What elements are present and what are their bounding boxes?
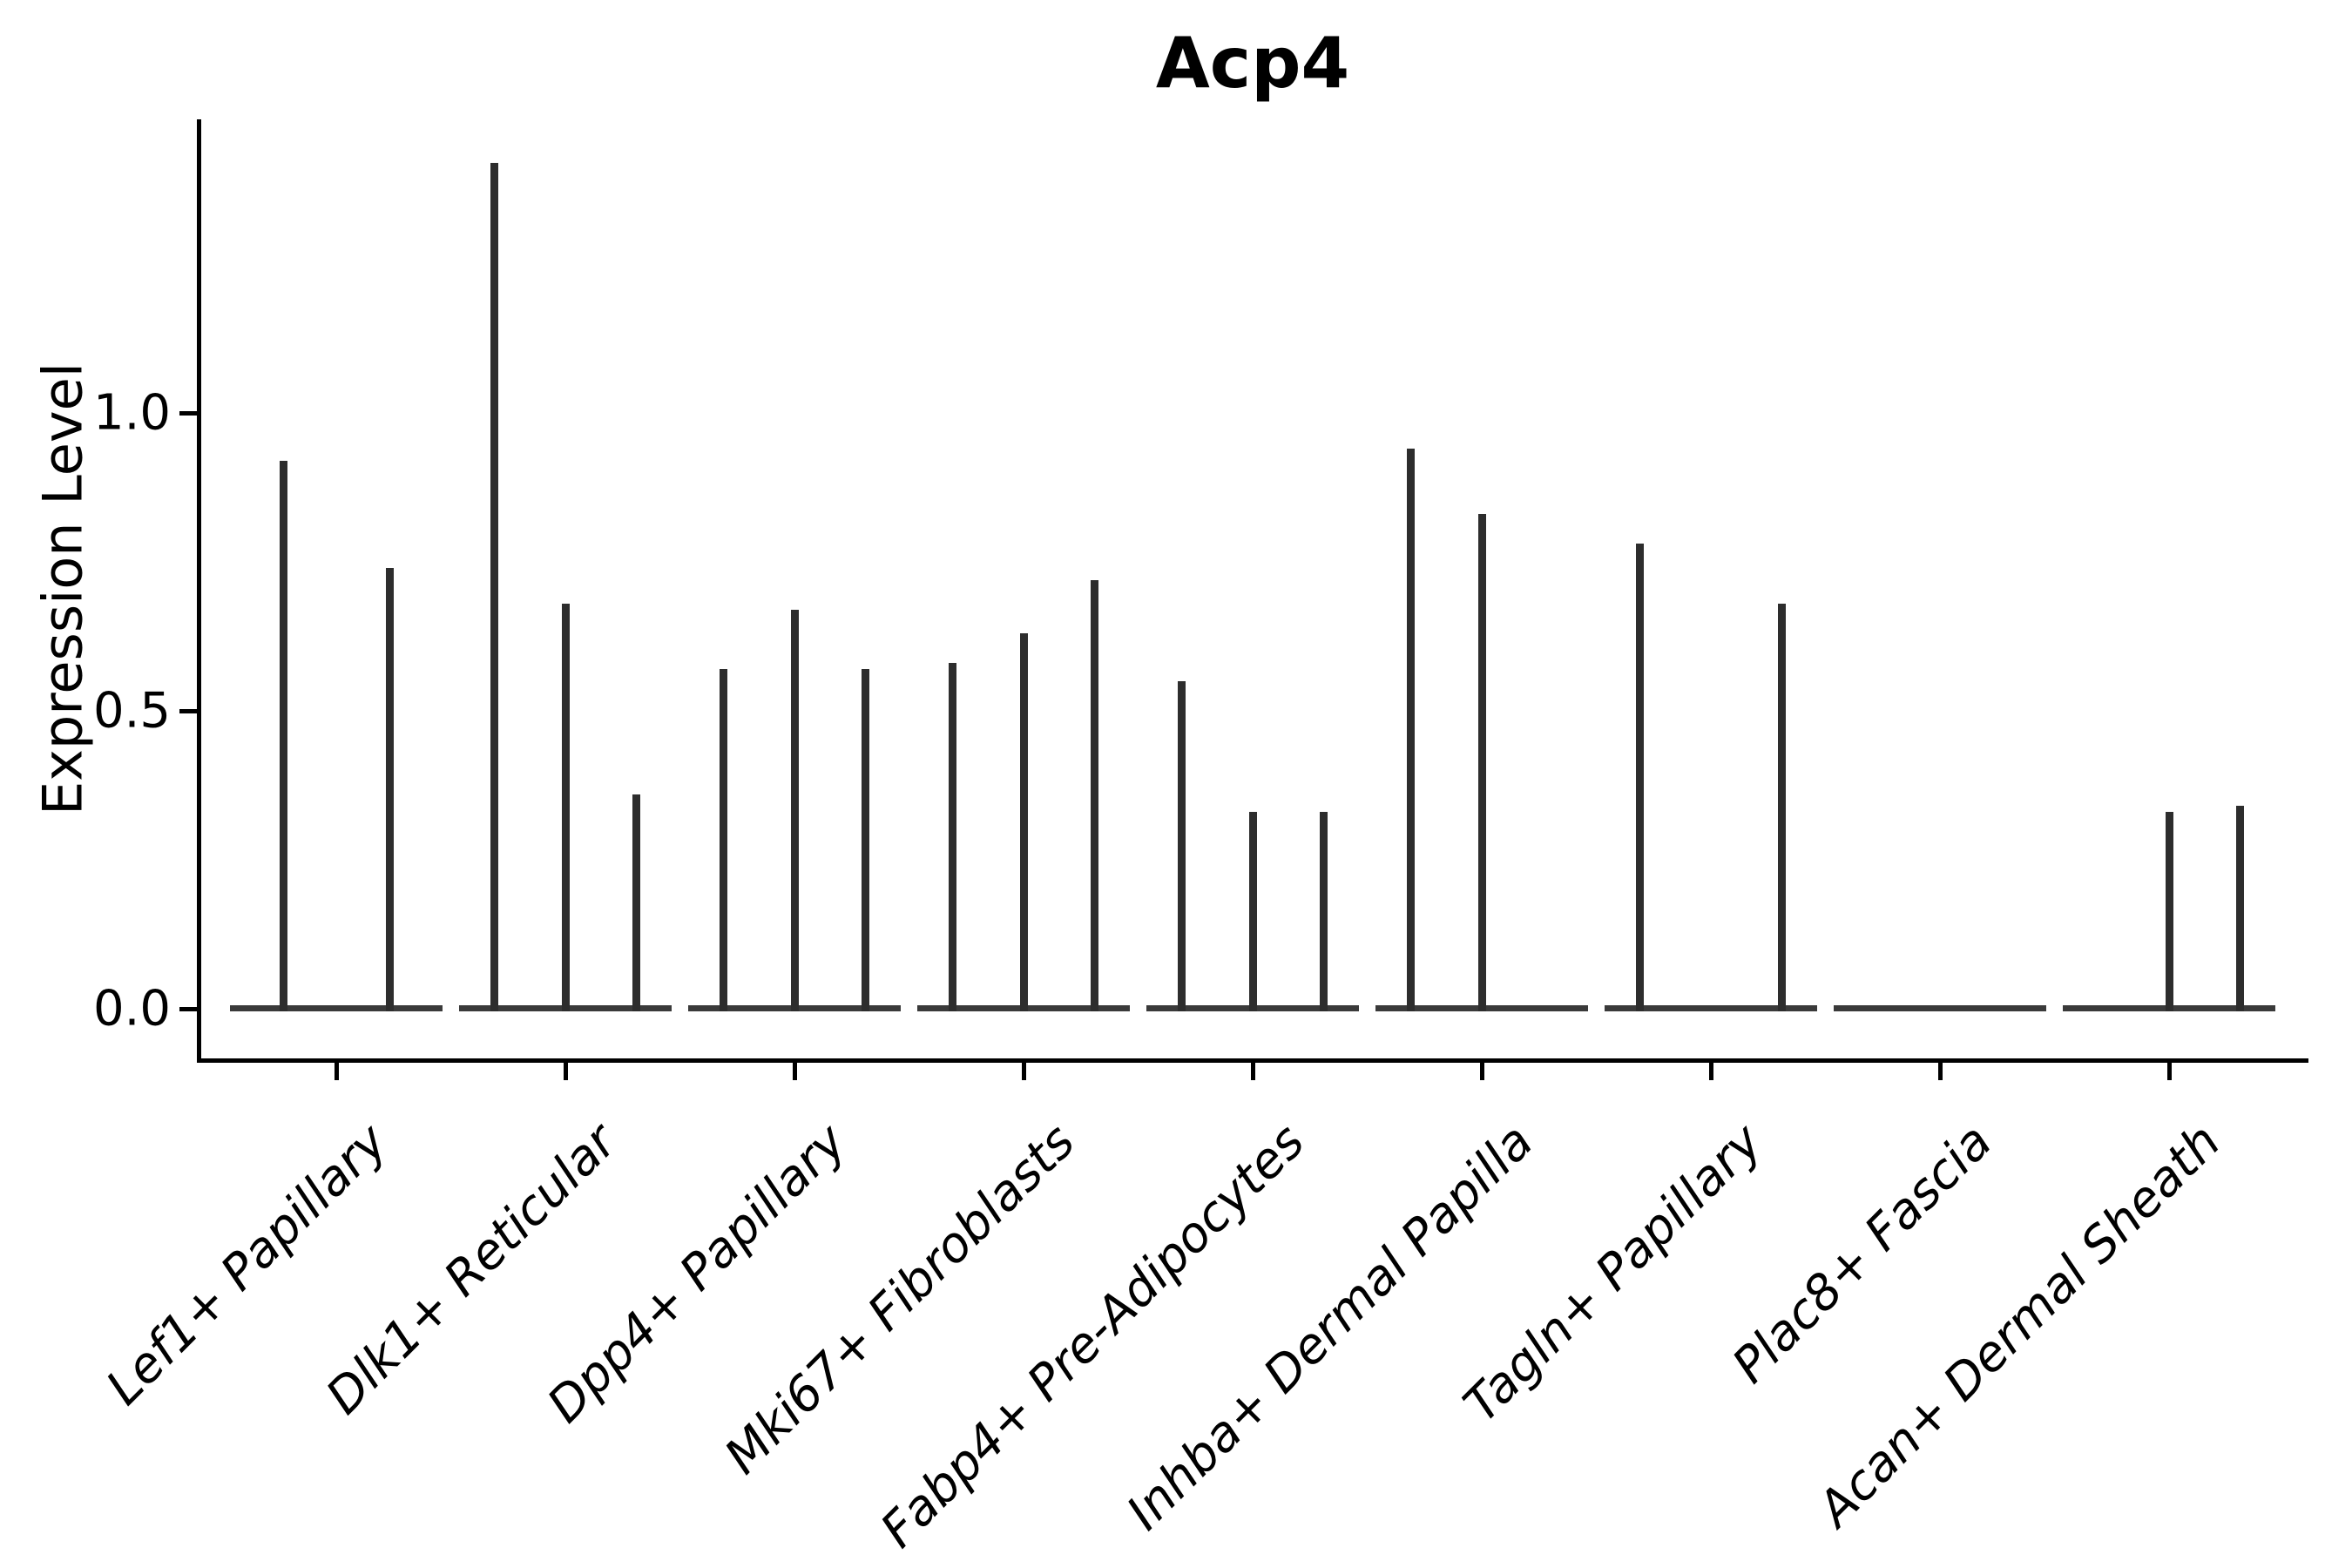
violin-spike [1248,812,1257,1011]
x-tick-mark [1251,1063,1255,1080]
violin-spike [720,669,728,1011]
y-tick-mark [179,411,197,416]
violin-spike [2235,806,2244,1011]
violin-spike [490,162,499,1011]
violin-spike [1777,603,1786,1011]
x-tick-mark [1480,1063,1484,1080]
violin-spike [279,460,287,1011]
x-tick-mark [793,1063,797,1080]
violin-spike [2165,812,2173,1011]
violin-spike [1636,544,1645,1011]
violin-spike [1019,633,1028,1011]
x-tick-mark [1709,1063,1713,1080]
x-tick-mark [335,1063,339,1080]
violin-baseline [230,1005,443,1011]
y-axis-label: Expression Level [30,362,95,815]
x-tick-label: Fabp4+ Pre-Adipocytes [869,1113,1315,1559]
plot-title: Acp4 [1155,23,1350,104]
violin-baseline [1834,1005,2046,1011]
violin-spike [790,609,799,1011]
y-tick-label: 1.0 [92,384,171,442]
x-axis-spine [197,1058,2308,1063]
y-axis-spine [197,119,201,1063]
violin-spike [1319,812,1328,1011]
y-tick-label: 0.5 [92,682,171,740]
x-tick-mark [2167,1063,2172,1080]
violin-spike [1178,680,1186,1011]
violin-baseline [1605,1005,1817,1011]
y-tick-mark [179,709,197,713]
x-tick-label: Inhba+ Dermal Papilla [1116,1113,1544,1542]
x-tick-mark [1938,1063,1943,1080]
y-tick-mark [179,1007,197,1011]
x-tick-mark [1022,1063,1026,1080]
violin-spike [1090,579,1098,1011]
violin-spike [1477,514,1486,1011]
x-tick-mark [564,1063,568,1080]
violin-spike [632,794,640,1011]
y-tick-label: 0.0 [92,980,171,1037]
violin-spike [861,669,869,1011]
violin-spike [1407,449,1416,1011]
x-tick-label: Acan+ Dermal Sheath [1807,1113,2232,1538]
violin-spike [949,663,957,1011]
violin-spike [561,603,570,1011]
violin-spike [385,567,394,1011]
